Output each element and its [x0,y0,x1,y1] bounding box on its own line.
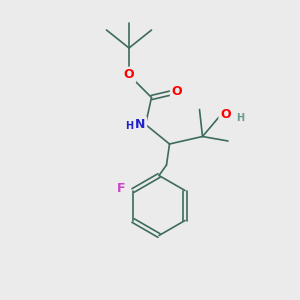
Text: O: O [124,68,134,82]
Text: H: H [125,121,133,131]
Text: N: N [135,118,145,131]
Text: O: O [220,107,231,121]
Text: H: H [236,113,245,124]
Text: F: F [117,182,126,196]
Text: O: O [172,85,182,98]
